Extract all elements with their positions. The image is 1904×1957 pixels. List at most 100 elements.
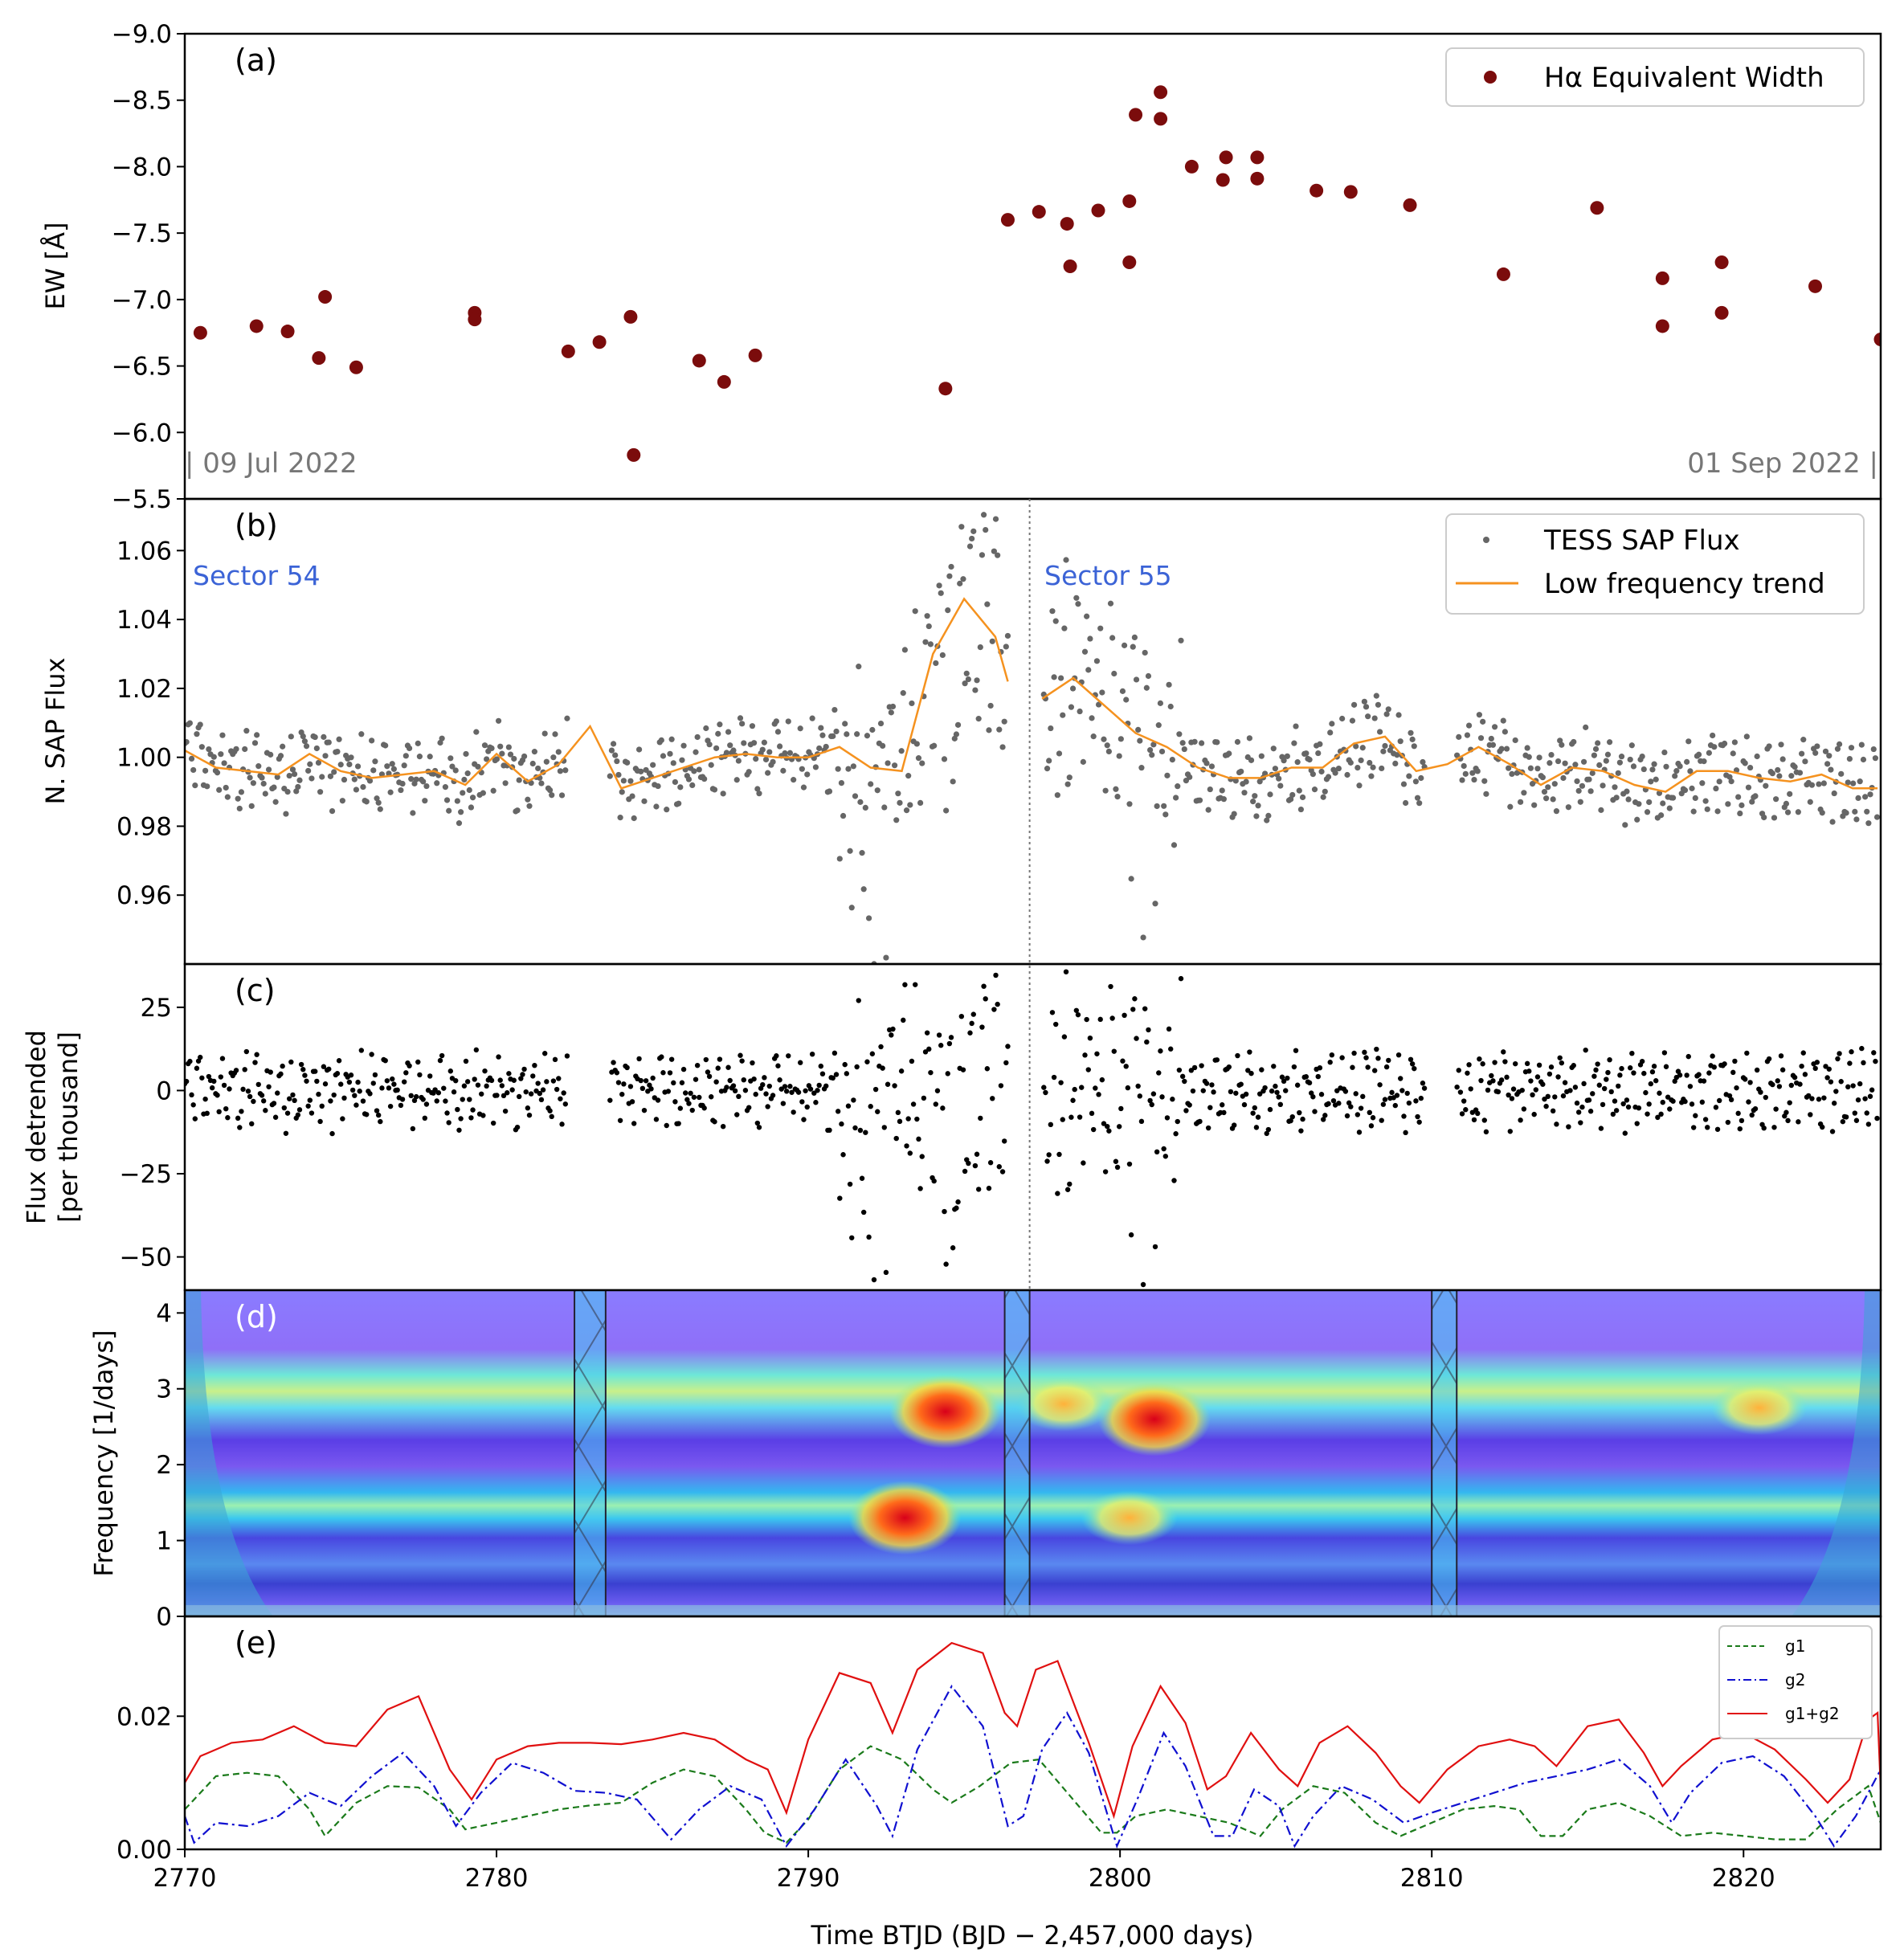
detrended-point	[931, 1178, 937, 1184]
detrended-point	[1093, 1085, 1098, 1091]
sap-flux-point	[1409, 736, 1416, 742]
detrended-point	[322, 1081, 329, 1087]
sap-flux-point	[996, 726, 1003, 733]
sap-flux-point	[800, 784, 807, 791]
sap-flux-point	[1518, 799, 1524, 805]
detrended-point	[1126, 1161, 1133, 1167]
sap-flux-point	[1819, 810, 1825, 816]
detrended-point	[198, 1054, 203, 1060]
detrended-point	[496, 1054, 501, 1060]
sap-flux-point	[1644, 809, 1651, 815]
sap-flux-point	[1322, 788, 1328, 795]
sap-flux-point	[1766, 743, 1772, 750]
sap-flux-point	[1860, 756, 1867, 763]
detrended-point	[1243, 1091, 1249, 1097]
sap-flux-point	[826, 788, 833, 795]
sap-flux-point	[809, 715, 815, 721]
detrended-point	[1306, 1080, 1313, 1086]
detrended-point	[1132, 996, 1138, 1002]
heatmap-hotspots	[848, 1375, 1808, 1555]
sap-flux-point	[375, 799, 382, 806]
detrended-point	[1203, 1081, 1210, 1086]
x-tick-label: 2790	[777, 1864, 840, 1893]
detrended-point	[1716, 1097, 1722, 1104]
detrended-point	[995, 1001, 1000, 1007]
detrended-point	[1416, 1119, 1422, 1125]
detrended-point	[1238, 1081, 1244, 1087]
detrended-point	[1734, 1085, 1739, 1091]
y-tick-label: 1	[156, 1527, 172, 1556]
detrended-point	[1510, 1086, 1517, 1092]
sap-flux-point	[1137, 737, 1143, 744]
sap-flux-point	[664, 807, 670, 813]
sap-flux-point	[845, 766, 852, 772]
sap-flux-point	[880, 742, 886, 750]
detrended-point	[1747, 1080, 1753, 1085]
sap-flux-point	[1420, 758, 1426, 766]
sap-flux-point	[1051, 674, 1057, 680]
detrended-point	[1800, 1050, 1806, 1056]
sap-flux-point	[1205, 807, 1211, 813]
sap-flux-point	[251, 740, 259, 746]
panel-b-y-ticks: 0.960.981.001.021.041.06	[116, 537, 185, 910]
detrended-point	[1831, 1101, 1837, 1106]
sap-flux-point	[1294, 759, 1301, 766]
sap-flux-point	[1845, 779, 1851, 786]
sap-flux-point	[1622, 822, 1628, 828]
sap-flux-point	[1289, 791, 1296, 799]
detrended-point	[1837, 1051, 1842, 1056]
sap-flux-point	[1846, 756, 1853, 762]
detrended-point	[1041, 1085, 1047, 1090]
detrended-point	[435, 1090, 442, 1096]
detrended-point	[249, 1121, 255, 1127]
sap-flux-point	[319, 774, 325, 780]
sap-flux-point	[1648, 778, 1654, 785]
detrended-point	[1552, 1094, 1558, 1100]
detrended-point	[1653, 1078, 1659, 1084]
sap-flux-point	[1252, 793, 1258, 799]
sap-flux-point	[715, 730, 721, 737]
detrended-point	[1802, 1072, 1808, 1077]
sap-flux-point	[739, 721, 746, 727]
sap-flux-point	[406, 745, 413, 751]
sap-flux-point	[399, 780, 406, 787]
detrended-point	[298, 1061, 304, 1068]
sap-flux-point	[891, 762, 898, 769]
detrended-point	[1420, 1081, 1426, 1086]
sap-flux-point	[1061, 625, 1068, 631]
detrended-point	[1776, 1084, 1783, 1089]
detrended-point	[375, 1112, 382, 1118]
detrended-point	[986, 1185, 992, 1191]
legend-sap-marker	[1483, 537, 1489, 543]
detrended-point	[890, 1026, 896, 1032]
sap-flux-point	[720, 791, 726, 797]
panel-c-ylabel-line: [per thousand]	[53, 1032, 84, 1223]
sap-flux-point	[1831, 790, 1837, 797]
detrended-point	[401, 1079, 407, 1085]
detrended-point	[1353, 1091, 1359, 1097]
detrended-point	[615, 1080, 622, 1085]
sap-flux-point	[833, 728, 840, 735]
detrended-point	[725, 1064, 731, 1070]
sap-flux-point	[475, 763, 481, 770]
detrended-point	[1293, 1048, 1299, 1053]
detrended-point	[417, 1072, 423, 1078]
detrended-point	[1566, 1124, 1571, 1130]
sap-flux-point	[660, 753, 667, 759]
sap-flux-point	[685, 776, 693, 782]
sap-flux-point	[514, 807, 521, 814]
detrended-point	[1154, 1149, 1160, 1155]
sap-flux-point	[1087, 635, 1093, 642]
detrended-point	[1713, 1105, 1719, 1110]
detrended-point	[680, 1066, 687, 1072]
sap-flux-point	[1796, 770, 1804, 776]
sap-flux-point	[1536, 754, 1542, 761]
detrended-point	[423, 1101, 430, 1107]
detrended-point	[1043, 1089, 1048, 1096]
detrended-point	[1125, 1085, 1131, 1091]
sap-flux-point	[354, 763, 362, 770]
detrended-point	[1358, 1105, 1364, 1111]
detrended-point	[243, 1048, 250, 1055]
detrended-point	[447, 1068, 454, 1074]
y-tick-label: 1.04	[116, 606, 172, 635]
